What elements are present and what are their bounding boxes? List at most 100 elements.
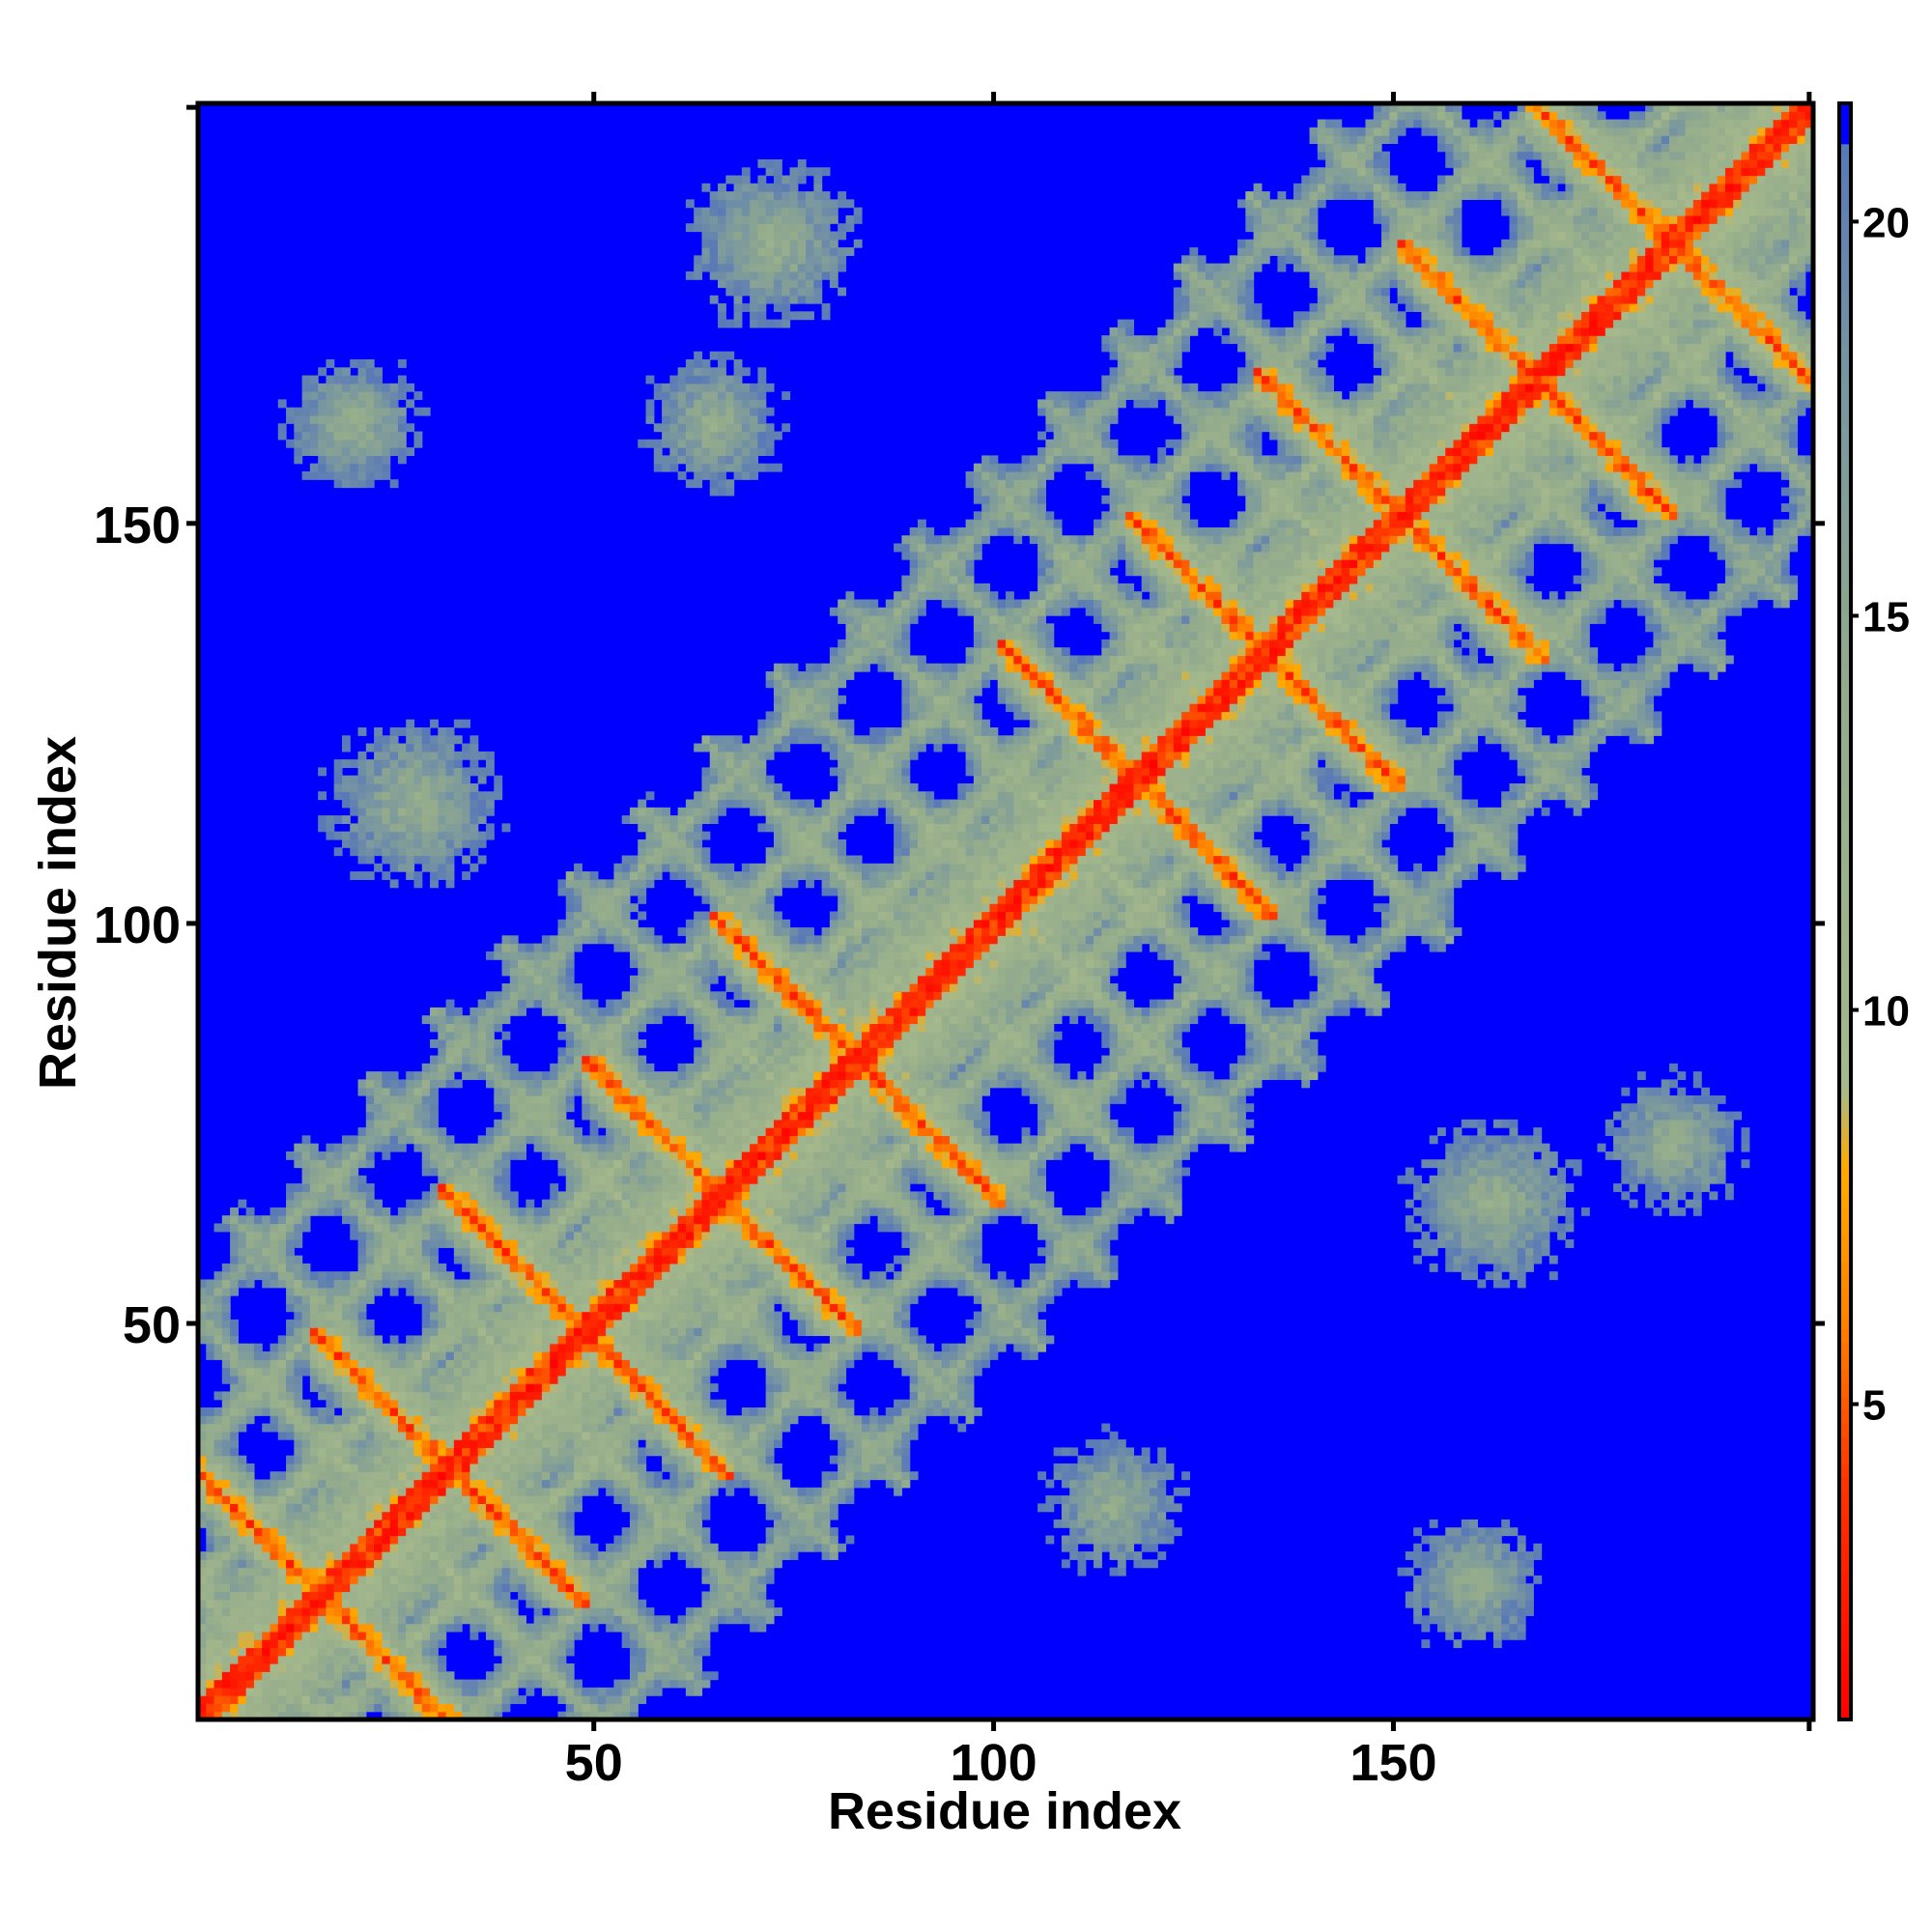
heatmap-cell	[638, 1367, 647, 1377]
heatmap-cell	[277, 1703, 287, 1713]
heatmap-cell	[309, 1519, 319, 1528]
heatmap-cell	[341, 1447, 351, 1457]
heatmap-cell	[453, 751, 463, 760]
heatmap-cell	[606, 1215, 615, 1225]
heatmap-cell	[533, 1495, 543, 1504]
heatmap-cell	[629, 919, 639, 928]
heatmap-cell	[533, 1527, 543, 1537]
heatmap-cell	[341, 1607, 351, 1616]
heatmap-cell	[238, 1615, 247, 1625]
heatmap-cell	[485, 1207, 495, 1216]
heatmap-cell	[606, 1023, 615, 1033]
heatmap-cell	[365, 1447, 375, 1457]
heatmap-cell	[421, 743, 431, 753]
heatmap-cell	[645, 1103, 655, 1113]
heatmap-cell	[374, 775, 383, 784]
heatmap-cell	[462, 1375, 471, 1384]
heatmap-cell	[565, 1391, 575, 1401]
heatmap-cell	[341, 1439, 351, 1448]
heatmap-cell	[485, 1711, 495, 1720]
heatmap-cell	[629, 1071, 639, 1081]
heatmap-cell	[445, 1335, 455, 1345]
heatmap-cell	[533, 1551, 543, 1560]
heatmap-cell	[645, 1543, 655, 1552]
heatmap-cell	[230, 1575, 239, 1584]
heatmap-cell	[350, 1423, 359, 1433]
heatmap-cell	[485, 1263, 495, 1272]
heatmap-cell	[557, 1103, 567, 1113]
heatmap-cell	[230, 1367, 239, 1377]
heatmap-cell	[494, 1279, 503, 1289]
heatmap-cell	[613, 1079, 623, 1089]
heatmap-cell	[518, 1127, 526, 1136]
heatmap-cell	[445, 1351, 455, 1360]
heatmap-cell	[606, 1039, 615, 1048]
heatmap-cell	[477, 1367, 487, 1377]
heatmap-cell	[365, 1415, 375, 1425]
heatmap-cell	[574, 1695, 582, 1705]
heatmap-cell	[309, 1375, 319, 1384]
heatmap-cell	[230, 1471, 239, 1481]
heatmap-cell	[326, 439, 335, 448]
heatmap-cell	[518, 1111, 526, 1121]
heatmap-cell	[494, 1431, 503, 1440]
heatmap-cell	[430, 1607, 439, 1616]
heatmap-cell	[526, 1303, 535, 1313]
heatmap-cell	[326, 1439, 335, 1448]
heatmap-cell	[438, 1399, 447, 1408]
heatmap-cell	[277, 1575, 287, 1584]
heatmap-cell	[629, 1663, 639, 1672]
heatmap-cell	[494, 1071, 503, 1081]
heatmap-cell	[198, 1615, 207, 1625]
heatmap-cell	[221, 1335, 231, 1345]
heatmap-cell	[382, 1655, 391, 1664]
heatmap-cell	[565, 935, 575, 945]
heatmap-cell	[645, 1551, 655, 1560]
heatmap-cell	[365, 1575, 375, 1584]
heatmap-cell	[550, 1311, 559, 1321]
heatmap-cell	[277, 1567, 287, 1577]
heatmap-cell	[589, 1087, 599, 1096]
heatmap-cell	[606, 1375, 615, 1384]
heatmap-cell	[413, 735, 423, 745]
heatmap-cell	[397, 1375, 407, 1384]
heatmap-cell	[301, 1487, 311, 1496]
heatmap-cell	[341, 1495, 351, 1504]
heatmap-cell	[198, 1575, 207, 1584]
heatmap-cell	[509, 935, 519, 945]
heatmap-cell	[286, 1487, 295, 1496]
heatmap-cell	[230, 1439, 239, 1448]
heatmap-cell	[277, 1551, 287, 1560]
heatmap-cell	[309, 1663, 319, 1672]
heatmap-cell	[453, 1175, 463, 1184]
heatmap-cell	[294, 1367, 303, 1377]
heatmap-cell	[301, 375, 311, 384]
heatmap-cell	[326, 1583, 335, 1593]
heatmap-cell	[277, 423, 287, 433]
heatmap-cell	[582, 1039, 591, 1048]
heatmap-cell	[662, 1455, 670, 1464]
heatmap-cell	[382, 823, 391, 833]
heatmap-cell	[669, 1279, 679, 1289]
heatmap-cell	[430, 1055, 439, 1065]
heatmap-cell	[645, 399, 655, 409]
heatmap-cell	[294, 1663, 303, 1672]
heatmap-cell	[221, 1375, 231, 1384]
heatmap-cell	[550, 1359, 559, 1369]
heatmap-cell	[245, 1703, 255, 1713]
heatmap-cell	[253, 1679, 263, 1689]
heatmap-cell	[333, 1495, 343, 1504]
heatmap-cell	[541, 1255, 551, 1264]
heatmap-cell	[589, 1047, 599, 1057]
heatmap-cell	[221, 1551, 231, 1560]
heatmap-cell	[270, 1655, 279, 1664]
heatmap-cell	[645, 1094, 655, 1104]
heatmap-cell	[238, 1663, 247, 1672]
heatmap-cell	[565, 1599, 575, 1608]
heatmap-cell	[494, 1055, 503, 1065]
heatmap-cell	[662, 1271, 670, 1281]
heatmap-cell	[389, 1527, 399, 1537]
heatmap-cell	[445, 1287, 455, 1296]
heatmap-cell	[333, 1471, 343, 1481]
heatmap-cell	[653, 823, 663, 833]
